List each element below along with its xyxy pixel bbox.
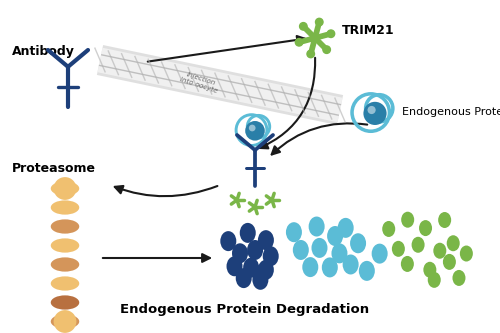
Ellipse shape: [247, 240, 263, 260]
Ellipse shape: [262, 246, 278, 266]
Text: Proteasome: Proteasome: [12, 162, 96, 174]
Ellipse shape: [51, 276, 79, 291]
Ellipse shape: [51, 219, 79, 234]
Circle shape: [368, 106, 376, 114]
Ellipse shape: [350, 233, 366, 253]
Ellipse shape: [443, 254, 456, 270]
Ellipse shape: [286, 222, 302, 242]
Ellipse shape: [232, 243, 248, 263]
Ellipse shape: [293, 240, 309, 260]
Ellipse shape: [452, 270, 466, 286]
Text: Endogenous Protein Degradation: Endogenous Protein Degradation: [120, 303, 370, 316]
Ellipse shape: [412, 237, 424, 253]
Ellipse shape: [446, 235, 460, 251]
Ellipse shape: [312, 238, 328, 258]
Ellipse shape: [51, 314, 79, 329]
Ellipse shape: [428, 272, 440, 288]
Ellipse shape: [252, 270, 268, 290]
Ellipse shape: [51, 257, 79, 272]
Ellipse shape: [302, 257, 318, 277]
Ellipse shape: [220, 231, 236, 251]
Ellipse shape: [240, 223, 256, 243]
Ellipse shape: [401, 212, 414, 228]
Text: TRIM21: TRIM21: [342, 24, 394, 37]
Ellipse shape: [226, 256, 242, 276]
Circle shape: [54, 177, 76, 200]
Ellipse shape: [372, 244, 388, 264]
Ellipse shape: [51, 295, 79, 310]
Ellipse shape: [308, 216, 324, 236]
Ellipse shape: [460, 245, 473, 261]
Ellipse shape: [327, 226, 343, 246]
Ellipse shape: [51, 200, 79, 215]
Ellipse shape: [258, 230, 274, 250]
Ellipse shape: [338, 218, 353, 238]
Circle shape: [327, 30, 334, 38]
Ellipse shape: [438, 212, 451, 228]
Ellipse shape: [342, 254, 358, 274]
Circle shape: [316, 18, 323, 26]
Circle shape: [323, 46, 330, 53]
Ellipse shape: [359, 261, 375, 281]
Ellipse shape: [332, 243, 347, 263]
Circle shape: [296, 39, 303, 46]
Ellipse shape: [51, 181, 79, 195]
Ellipse shape: [434, 243, 446, 259]
Circle shape: [249, 125, 256, 131]
Ellipse shape: [392, 241, 405, 257]
Text: Antibody: Antibody: [12, 46, 75, 59]
Ellipse shape: [236, 268, 252, 288]
Ellipse shape: [424, 262, 436, 278]
Ellipse shape: [322, 257, 338, 277]
Ellipse shape: [382, 221, 395, 237]
Ellipse shape: [401, 256, 414, 272]
Ellipse shape: [51, 238, 79, 253]
Text: Endogenous Protein: Endogenous Protein: [402, 107, 500, 117]
Text: Injection
into oocyte: Injection into oocyte: [180, 70, 220, 94]
Circle shape: [307, 50, 314, 58]
Circle shape: [365, 103, 385, 124]
Circle shape: [54, 310, 76, 333]
Ellipse shape: [243, 258, 259, 278]
Circle shape: [246, 123, 264, 139]
Ellipse shape: [419, 220, 432, 236]
Ellipse shape: [258, 260, 274, 280]
Circle shape: [300, 23, 307, 30]
